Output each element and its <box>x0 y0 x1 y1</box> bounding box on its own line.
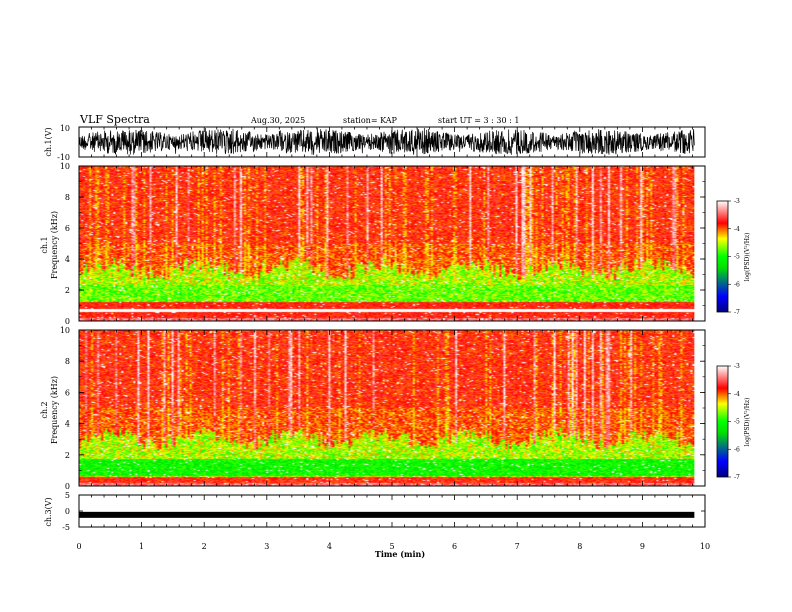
ch3-ytick-label: 5 <box>65 491 70 500</box>
freq-tick-label: 2 <box>65 451 70 460</box>
ch3-waveform-line <box>79 511 695 518</box>
ch2-colorbar: -3 -4 -5 -6 -7 log(PSD)(V²/Hz) <box>716 363 751 481</box>
freq-tick-label: 8 <box>65 193 70 202</box>
time-axis-tick-labels: 0 1 2 3 4 5 6 7 8 9 10 <box>76 542 710 551</box>
ch2-colorbar-scale <box>716 365 729 478</box>
time-tick-label: 2 <box>202 542 207 551</box>
ch1-ytick-top: 10 <box>60 124 70 133</box>
ch1-colorbar-scale <box>716 200 729 313</box>
colorbar-tick-label: -7 <box>734 474 740 481</box>
ch2-spectrogram-ylabel-channel: ch.2 <box>40 401 49 418</box>
time-tick-label: 4 <box>327 542 332 551</box>
freq-tick-label: 6 <box>65 388 70 397</box>
time-tick-label: 10 <box>700 542 710 551</box>
ch1-waveform-line <box>78 127 695 155</box>
ch1-colorbar-ticks: -3 -4 -5 -6 -7 <box>728 198 740 316</box>
colorbar-tick-label: -7 <box>734 309 740 316</box>
time-tick-label: 3 <box>264 542 269 551</box>
colorbar-tick-label: -6 <box>734 281 740 288</box>
ch2-colorbar-ticks: -3 -4 -5 -6 -7 <box>728 363 740 481</box>
ch1-spectrogram-ylabel-freq: Frequency (kHz) <box>50 211 59 279</box>
ch3-waveform-ylabel: ch.3(V) <box>44 497 53 526</box>
figure-title: VLF Spectra <box>79 113 150 126</box>
time-tick-label: 8 <box>577 542 582 551</box>
ch1-waveform-xticks <box>78 127 706 157</box>
ch1-colorbar: -3 -4 -5 -6 -7 log(PSD)(V²/Hz) <box>716 198 751 316</box>
ch1-spectrogram-image <box>79 166 695 321</box>
colorbar-tick-label: -4 <box>734 226 740 233</box>
time-axis-label: Time (min) <box>375 549 425 559</box>
ch3-ytick-label: 0 <box>65 507 70 516</box>
freq-tick-label: 0 <box>65 317 70 326</box>
freq-tick-label: 2 <box>65 286 70 295</box>
ch2-spectrogram-ylabel-freq: Frequency (kHz) <box>50 376 59 444</box>
time-tick-label: 5 <box>389 542 394 551</box>
time-tick-label: 0 <box>76 542 81 551</box>
time-tick-label: 7 <box>515 542 520 551</box>
time-tick-label: 6 <box>452 542 457 551</box>
colorbar-tick-label: -5 <box>734 419 740 426</box>
freq-tick-label: 10 <box>60 326 70 335</box>
ch3-ytick-label: -5 <box>62 523 70 532</box>
ch1-colorbar-label: log(PSD)(V²/Hz) <box>744 233 751 282</box>
colorbar-tick-label: -6 <box>734 446 740 453</box>
ch3-waveform-yticks: 5 0 -5 <box>62 491 705 532</box>
ch1-spectrogram-ylabel-channel: ch.1 <box>40 236 49 253</box>
freq-tick-label: 10 <box>60 162 70 171</box>
freq-tick-label: 8 <box>65 357 70 366</box>
ch1-spectrogram-yticks: 10 8 6 4 2 0 <box>60 162 705 326</box>
colorbar-tick-label: -3 <box>734 198 740 205</box>
time-tick-label: 1 <box>139 542 144 551</box>
date-label: Aug.30, 2025 <box>250 116 305 125</box>
ch2-spectrogram-xticks <box>78 330 706 486</box>
ch1-spectrogram-xticks <box>78 166 706 321</box>
ch2-spectrogram-yticks: 10 8 6 4 2 0 <box>60 326 705 491</box>
colorbar-tick-label: -3 <box>734 363 740 370</box>
ch2-spectrogram-image <box>79 330 695 486</box>
freq-tick-label: 0 <box>65 482 70 491</box>
ch1-waveform-ylabel: ch.1(V) <box>44 127 53 156</box>
ch1-ytick-bottom: -10 <box>57 153 70 162</box>
ch2-colorbar-label: log(PSD)(V²/Hz) <box>744 398 751 447</box>
ch3-waveform-xticks <box>78 495 706 527</box>
ch3-waveform-panel: 5 0 -5 ch.3(V) <box>44 491 706 532</box>
time-tick-label: 9 <box>640 542 645 551</box>
freq-tick-label: 4 <box>65 255 70 264</box>
colorbar-tick-label: -5 <box>734 254 740 261</box>
ch2-spectrogram-panel: 10 8 6 4 2 0 ch.2 Frequency (kHz) <box>40 326 706 491</box>
ch1-spectrogram-panel: 10 8 6 4 2 0 ch.1 Frequency (kHz) <box>40 162 706 326</box>
station-label: station= KAP <box>343 116 398 125</box>
colorbar-tick-label: -4 <box>734 391 740 398</box>
freq-tick-label: 4 <box>65 420 70 429</box>
freq-tick-label: 6 <box>65 224 70 233</box>
ch1-waveform-panel: 10 -10 ch.1(V) <box>44 124 706 162</box>
start-time-label: start UT = 3 : 30 : 1 <box>438 116 519 125</box>
